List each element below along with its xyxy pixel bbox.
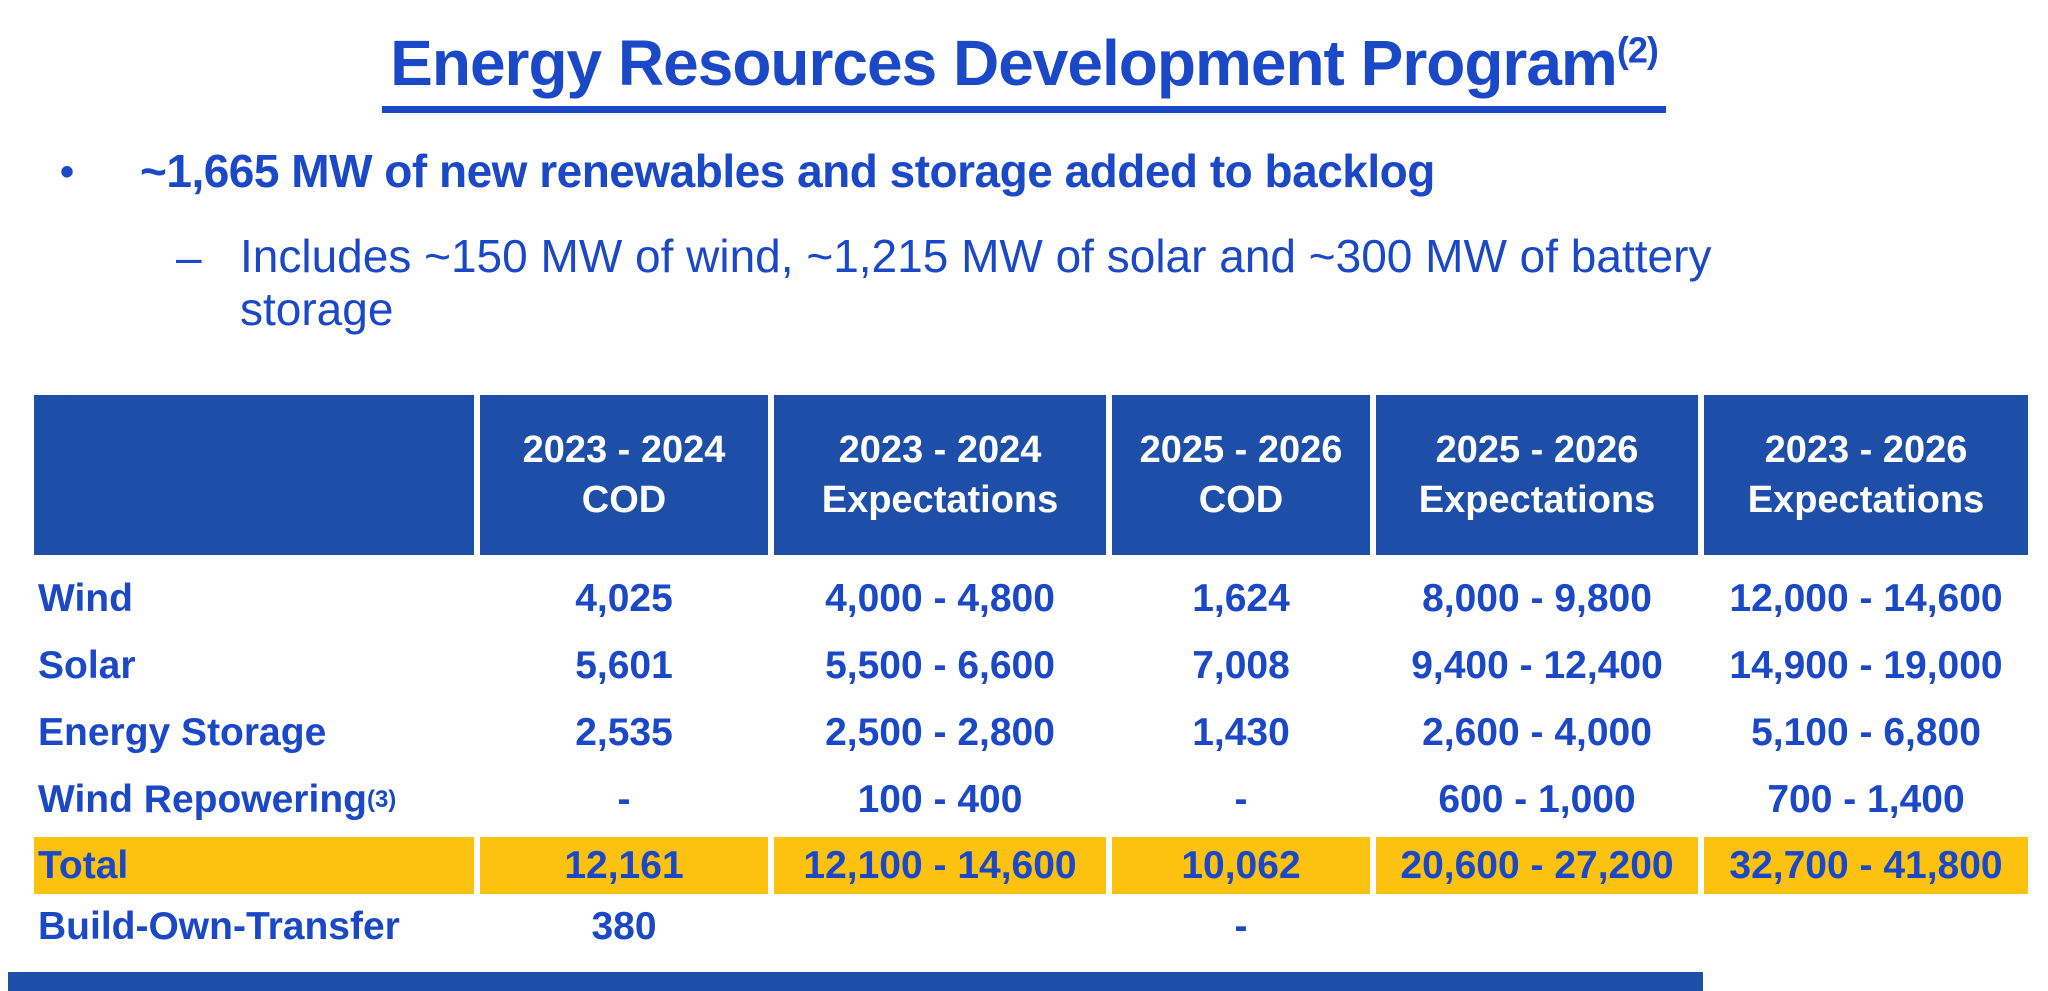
page-title: Energy Resources Development Program(2) [382,26,1666,113]
header-2025-2026-expectations: 2025 - 2026 Expectations [1376,395,1698,555]
cell-value: 100 - 400 [857,777,1023,821]
cell-value: 5,601 [575,643,673,687]
cell-value [1704,896,2028,958]
header-2023-2026-expectations: 2023 - 2026 Expectations [1704,395,2028,555]
data-table: 2023 - 2024 COD 2023 - 2024 Expectations… [34,395,2028,958]
table-header-row: 2023 - 2024 COD 2023 - 2024 Expectations… [34,395,2028,555]
header-kind: Expectations [1747,479,1985,521]
cell-value: - [1234,905,1248,948]
cell-value: 20,600 - 27,200 [1376,837,1698,894]
cell-value: - [1234,777,1248,821]
cell-value: 2,600 - 4,000 [1422,710,1652,754]
row-label: Total [34,837,474,894]
header-period: 2023 - 2024 [522,428,726,471]
row-label: Build-Own-Transfer [34,896,474,958]
header-2023-2024-expectations: 2023 - 2024 Expectations [774,395,1106,555]
header-kind: COD [1198,479,1284,521]
table-row-wind: Wind 4,025 4,000 - 4,800 1,624 8,000 - 9… [34,565,2028,632]
row-label: Solar [34,632,474,699]
table-row-solar: Solar 5,601 5,500 - 6,600 7,008 9,400 - … [34,632,2028,699]
cell-value: 12,161 [480,837,768,894]
bullet-icon: • [60,150,75,194]
header-kind: COD [581,479,667,521]
dash-icon: – [176,231,202,283]
table-row-build-own-transfer: Build-Own-Transfer 380 - [34,896,2028,958]
header-period: 2023 - 2024 [838,428,1042,471]
sub-bullet-text: Includes ~150 MW of wind, ~1,215 MW of s… [240,230,1711,337]
row-label-text: Wind [38,576,133,620]
header-2025-2026-cod: 2025 - 2026 COD [1112,395,1370,555]
row-label-text: Total [38,843,129,887]
row-label-text: Energy Storage [38,710,327,754]
cell-value [1376,896,1698,958]
cell-value: 600 - 1,000 [1438,777,1636,821]
row-label-text: Solar [38,643,136,687]
cell-value: 2,535 [575,710,673,754]
header-kind: Expectations [821,479,1059,521]
cell-value: 2,500 - 2,800 [825,710,1055,754]
cell-value [774,896,1106,958]
header-blank-cell [34,395,474,555]
title-row: Energy Resources Development Program(2) [0,26,2048,113]
cell-value: 4,025 [575,576,673,620]
header-period: 2025 - 2026 [1139,428,1343,471]
cell-value: 32,700 - 41,800 [1704,837,2028,894]
cell-value: 14,900 - 19,000 [1729,643,2003,687]
row-label-text: Wind Repowering [38,777,367,821]
row-label-text: Build-Own-Transfer [38,905,400,948]
cell-value: 7,008 [1192,643,1290,687]
header-period: 2023 - 2026 [1764,428,1968,471]
row-label: Energy Storage [34,699,474,766]
row-label: Wind Repowering (3) [38,777,397,821]
cell-value: 1,430 [1192,710,1290,754]
page-title-text: Energy Resources Development Program [390,27,1618,99]
cell-value: 12,100 - 14,600 [774,837,1106,894]
header-kind: Expectations [1418,479,1656,521]
row-label: Wind [34,565,474,632]
header-period: 2025 - 2026 [1435,428,1639,471]
sub-bullet-line1: Includes ~150 MW of wind, ~1,215 MW of s… [240,230,1712,282]
bullet-text: ~1,665 MW of new renewables and storage … [140,145,1435,197]
table-row-energy-storage: Energy Storage 2,535 2,500 - 2,800 1,430… [34,699,2028,766]
cell-value: 5,100 - 6,800 [1751,710,1981,754]
table-row-total: Total 12,161 12,100 - 14,600 10,062 20,6… [34,837,2028,894]
cell-value: 700 - 1,400 [1767,777,1965,821]
cell-value: 8,000 - 9,800 [1422,576,1652,620]
cell-value: 12,000 - 14,600 [1729,576,2003,620]
cell-value: - [617,777,631,821]
cell-value: 10,062 [1112,837,1370,894]
cell-value: 1,624 [1192,576,1290,620]
bottom-accent-bar [8,972,1703,991]
table-row-wind-repowering: Wind Repowering (3) - 100 - 400 - 600 - 1… [34,766,2028,833]
cell-value: 380 [591,905,657,948]
cell-value: 5,500 - 6,600 [825,643,1055,687]
header-2023-2024-cod: 2023 - 2024 COD [480,395,768,555]
cell-value: 9,400 - 12,400 [1411,643,1663,687]
cell-value: 4,000 - 4,800 [825,576,1055,620]
sub-bullet-line2: storage [240,283,394,336]
title-footnote-ref: (2) [1616,29,1659,71]
